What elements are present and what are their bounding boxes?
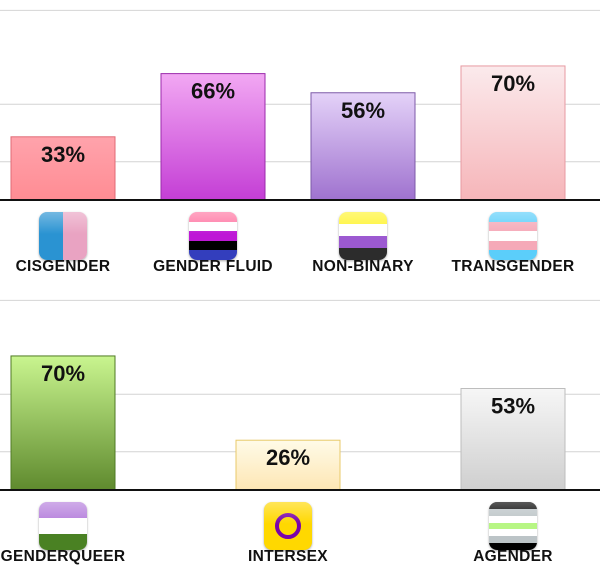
chart-top-plot: 33% 66% 56% 70% xyxy=(0,9,600,201)
chart-top-gender-identities: 33% 66% 56% 70% CISGENDER GENDER FLUID NON-BI… xyxy=(0,9,600,275)
gender-fluid-flag-icon xyxy=(189,212,237,260)
intersex-flag-icon xyxy=(264,502,312,550)
flag-stripe xyxy=(489,515,537,523)
bar-genderqueer xyxy=(10,355,116,491)
flag-stripe xyxy=(189,250,237,260)
agender-flag-icon xyxy=(489,502,537,550)
flag-gloss xyxy=(39,212,87,234)
genderqueer-flag-icon xyxy=(39,502,87,550)
data-label: 70% xyxy=(491,71,535,96)
category-label: GENDER FLUID xyxy=(153,258,273,275)
category-label: NON-BINARY xyxy=(312,258,414,275)
chart-bottom-plot: 70% 26% 53% xyxy=(0,299,600,491)
data-label: 33% xyxy=(41,142,85,167)
category-label: AGENDER xyxy=(473,548,553,565)
bar-cisgender xyxy=(10,136,116,201)
flag-stripe xyxy=(489,529,537,537)
flag-stripe xyxy=(489,508,537,516)
flag-stripe xyxy=(339,236,387,248)
category-label: GENDERQUEER xyxy=(0,548,126,565)
flag-stripe xyxy=(189,240,237,251)
non-binary-flag-icon xyxy=(339,212,387,260)
flag-stripe xyxy=(489,240,537,251)
cisgender-flag-icon xyxy=(39,212,87,260)
data-label: 53% xyxy=(491,394,535,419)
intersex-ring-icon xyxy=(275,513,301,539)
flag-stripe xyxy=(489,221,537,232)
category-label: INTERSEX xyxy=(248,548,328,565)
data-label: 56% xyxy=(341,98,385,123)
flag-stripe xyxy=(489,212,537,222)
data-label: 66% xyxy=(191,79,235,104)
bar-gender-fluid xyxy=(160,73,266,201)
flag-stripe xyxy=(39,502,87,518)
bar-transgender xyxy=(460,65,566,201)
flag-stripe xyxy=(189,221,237,232)
flag-stripe xyxy=(489,543,537,550)
flag-stripe xyxy=(489,502,537,509)
flag-stripe xyxy=(39,534,87,550)
flag-stripe xyxy=(39,518,87,534)
flag-stripe xyxy=(339,224,387,236)
category-label: CISGENDER xyxy=(15,258,111,275)
transgender-flag-icon xyxy=(489,212,537,260)
category-label: TRANSGENDER xyxy=(451,258,575,275)
flag-stripe xyxy=(489,522,537,530)
flag-stripe xyxy=(489,231,537,241)
flag-stripe xyxy=(339,248,387,260)
flag-stripe xyxy=(339,212,387,224)
flag-stripe xyxy=(489,536,537,544)
bar-agender xyxy=(460,388,566,491)
data-label: 26% xyxy=(266,445,310,470)
flag-stripe xyxy=(189,231,237,241)
flag-stripe xyxy=(189,212,237,222)
bar-intersex xyxy=(235,439,341,491)
data-label: 70% xyxy=(41,361,85,386)
chart-bottom-gender-identities: 70% 26% 53% GENDERQUEER INTERSEX AGENDER xyxy=(0,290,600,580)
flag-stripe xyxy=(489,250,537,260)
